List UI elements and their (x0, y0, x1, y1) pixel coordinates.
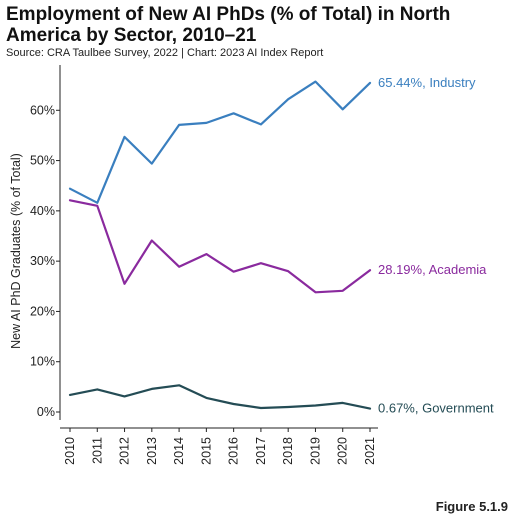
series-line-academia (68, 199, 372, 294)
x-tick-label: 2018 (281, 437, 295, 465)
x-tick-label: 2010 (63, 437, 77, 465)
y-tick-label: 30% (30, 254, 55, 268)
x-tick-label: 2012 (118, 437, 132, 465)
series-line-government (68, 384, 372, 410)
x-tick-label: 2021 (363, 437, 377, 465)
x-tick-label: 2015 (199, 437, 213, 465)
y-tick-label: 50% (30, 154, 55, 168)
chart-axes: 0% 10% 20% 30% 40% 50% 60% 2010 2011 2012 2013 2014… (9, 65, 378, 465)
figure-label: Figure 5.1.9 (435, 499, 508, 514)
y-tick-label: 40% (30, 204, 55, 218)
x-tick-label: 2014 (172, 437, 186, 465)
x-tick-label: 2019 (308, 437, 322, 465)
chart-series (68, 80, 372, 410)
x-tick-label: 2011 (90, 437, 104, 464)
y-tick-label: 20% (30, 304, 55, 318)
end-label-industry: 65.44%, Industry (378, 75, 476, 90)
chart-source: Source: CRA Taulbee Survey, 2022 | Chart… (6, 47, 324, 59)
y-axis-label: New AI PhD Graduates (% of Total) (9, 153, 23, 349)
x-tick-label: 2016 (227, 437, 241, 465)
y-tick-label: 0% (37, 405, 55, 419)
y-tick-label: 60% (30, 103, 55, 117)
end-label-academia: 28.19%, Academia (378, 262, 487, 277)
series-line-industry (68, 80, 372, 204)
chart-title: Employment of New AI PhDs (% of Total) i… (6, 4, 451, 46)
y-tick-label: 10% (30, 355, 55, 369)
x-tick-label: 2017 (254, 437, 268, 465)
chart-end-labels: 65.44%, Industry 28.19%, Academia 0.67%, G… (378, 75, 494, 416)
x-tick-label: 2020 (336, 437, 350, 465)
x-tick-label: 2013 (145, 437, 159, 465)
end-label-government: 0.67%, Government (378, 401, 494, 416)
